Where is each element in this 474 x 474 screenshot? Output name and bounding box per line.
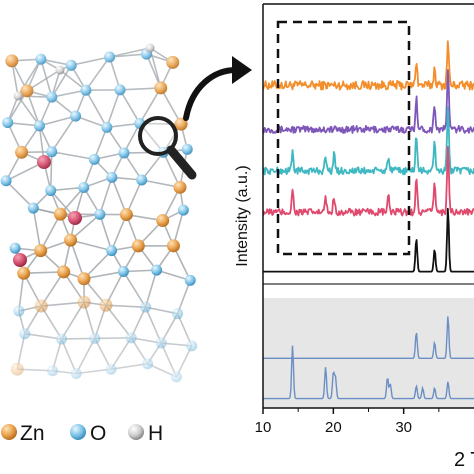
legend-label-h: H (148, 422, 163, 445)
curved-arrow (183, 67, 239, 121)
x-tick-label-20: 20 (325, 419, 342, 436)
series-line-4 (263, 207, 474, 273)
xrd-chart: 10 20 30 Intensity (a.u.) 2 T (234, 3, 474, 471)
highlight-box (276, 20, 411, 256)
reference-pattern-1 (263, 345, 474, 400)
series-line-3 (263, 145, 474, 217)
y-axis-label: Intensity (a.u.) (234, 165, 251, 266)
series-line-2 (263, 106, 474, 176)
legend-item-h: H (128, 422, 163, 445)
magnifier-icon (138, 116, 197, 180)
series-line-0 (263, 40, 474, 91)
legend-swatch-h (128, 424, 144, 440)
x-tick-label-30: 30 (395, 419, 412, 436)
arrow-head (232, 56, 252, 84)
reference-panel-background (263, 298, 474, 408)
legend-swatch-o (70, 424, 86, 440)
legend-label-zn: Zn (20, 422, 45, 445)
series-line-1 (263, 69, 474, 134)
legend-swatch-zn (1, 424, 17, 440)
legend: Zn O H (1, 422, 163, 445)
x-tick-label-10: 10 (255, 419, 272, 436)
legend-item-zn: Zn (1, 422, 45, 445)
structure-fade-overlay (0, 30, 200, 400)
legend-item-o: O (70, 422, 106, 445)
reference-pattern-0 (263, 316, 474, 359)
legend-label-o: O (90, 422, 106, 445)
x-ticks: 10 20 30 (255, 408, 440, 436)
x-axis-label: 2 T (454, 449, 474, 471)
